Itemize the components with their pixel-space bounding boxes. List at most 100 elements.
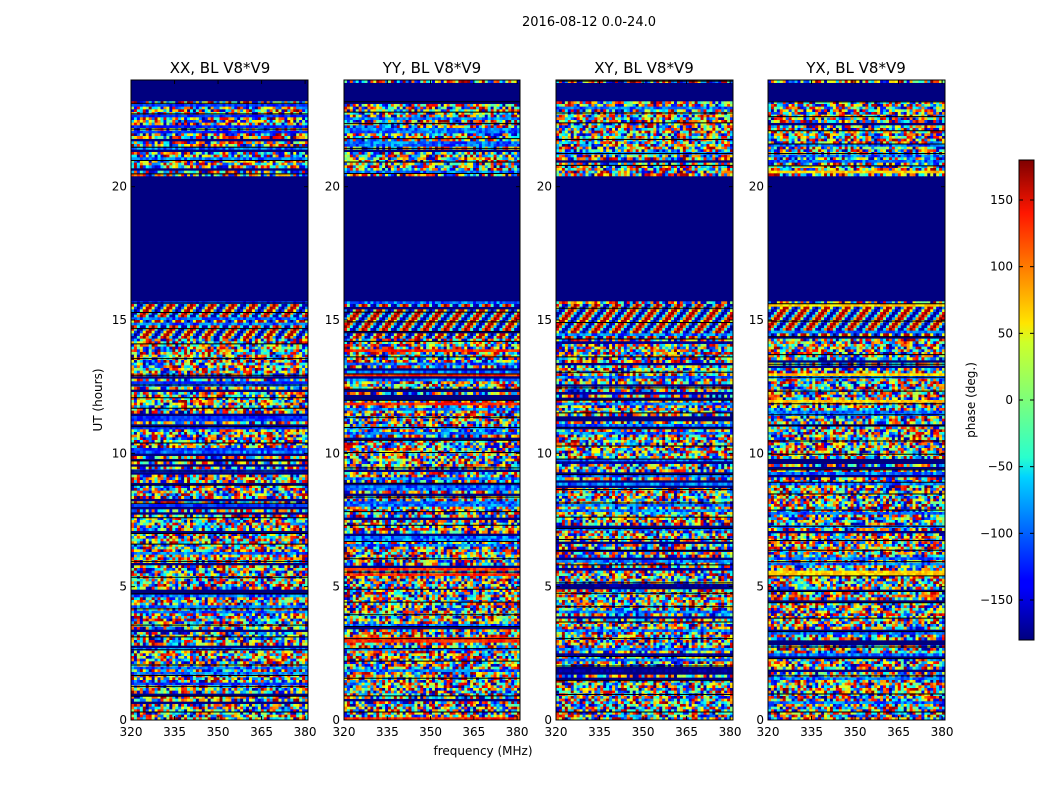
heatmap-cell [266,144,271,147]
heatmap-cell [296,418,300,422]
heatmap-cell [305,378,309,382]
heatmap-cell [157,426,161,430]
heatmap-cell [231,304,235,307]
heatmap-cell [305,114,309,118]
heatmap-cell [287,394,291,398]
heatmap-cell [272,320,276,323]
heatmap-cell [296,408,300,411]
heatmap-cell [222,125,226,129]
heatmap-cell [136,306,141,310]
heatmap-cell [284,325,288,329]
heatmap-cell [195,442,200,446]
heatmap-cell [204,322,209,326]
heatmap-cell [287,122,291,126]
heatmap-cell [225,349,229,353]
heatmap-cell [240,349,244,353]
heatmap-cell [231,309,235,313]
heatmap-cell [254,421,259,425]
heatmap-cell [145,450,150,454]
heatmap-cell [190,408,194,411]
heatmap-cell [290,461,294,465]
heatmap-cell [195,117,200,121]
heatmap-cell [133,378,138,382]
heatmap-cell [278,344,282,347]
heatmap-cell [139,173,144,177]
heatmap-cell [287,426,291,430]
heatmap-cell [284,440,288,443]
heatmap-cell [263,130,268,134]
heatmap-cell [302,456,306,459]
heatmap-cell [243,320,247,323]
heatmap-cell [169,125,173,129]
heatmap-cell [222,352,226,355]
heatmap-cell [281,133,285,137]
heatmap-cell [204,466,209,470]
heatmap-cell [228,144,232,147]
heatmap-cell [260,456,265,459]
heatmap-cell [187,466,191,470]
heatmap-cell [305,410,309,414]
heatmap-cell [163,122,167,126]
heatmap-cell [163,336,167,339]
heatmap-cell [131,333,135,337]
heatmap-cell [266,354,271,358]
heatmap-cell [254,461,259,465]
heatmap-cell [190,306,194,310]
heatmap-cell [237,146,241,150]
heatmap-cell [299,344,303,347]
heatmap-cell [133,341,138,345]
heatmap-cell [178,117,182,121]
heatmap-cell [201,173,206,177]
heatmap-cell [195,338,200,342]
heatmap-cell [184,317,188,321]
heatmap-cell [281,157,285,161]
heatmap-cell [142,328,147,331]
heatmap-cell [204,392,209,395]
heatmap-cell [195,400,200,403]
heatmap-cell [296,341,300,345]
heatmap-cell [195,456,200,459]
heatmap-cell [133,400,138,403]
heatmap-cell [254,416,259,419]
heatmap-cell [136,386,141,390]
heatmap-cell [154,322,158,326]
heatmap-cell [178,445,182,449]
heatmap-cell [178,133,182,137]
heatmap-cell [210,160,214,163]
heatmap-cell [198,434,203,438]
heatmap-cell [181,320,185,323]
heatmap-cell [201,352,206,355]
heatmap-cell [175,170,179,174]
heatmap-cell [257,154,262,158]
heatmap-cell [222,154,226,158]
heatmap-cell [257,440,262,443]
heatmap-cell [257,418,262,422]
heatmap-cell [254,346,259,350]
heatmap-cell [254,154,259,158]
heatmap-cell [219,162,223,166]
heatmap-cell [293,456,297,459]
heatmap-cell [210,106,214,110]
heatmap-cell [231,445,235,449]
heatmap-cell [251,432,256,435]
heatmap-cell [175,421,179,425]
heatmap-row [131,410,309,414]
heatmap-cell [243,352,247,355]
heatmap-cell [251,386,256,390]
heatmap-cell [181,432,185,435]
heatmap-cell [278,144,282,147]
heatmap-cell [151,141,155,145]
heatmap-cell [198,370,203,374]
heatmap-cell [166,394,170,398]
heatmap-cell [284,394,288,398]
heatmap-cell [131,392,135,395]
heatmap-cell [272,397,276,401]
heatmap-cell [198,152,203,155]
heatmap-cell [148,106,153,110]
heatmap-cell [133,306,138,310]
heatmap-cell [175,346,179,350]
heatmap-cell [169,378,173,382]
heatmap-cell [305,106,309,110]
heatmap-cell [172,466,176,470]
heatmap-cell [296,309,300,313]
